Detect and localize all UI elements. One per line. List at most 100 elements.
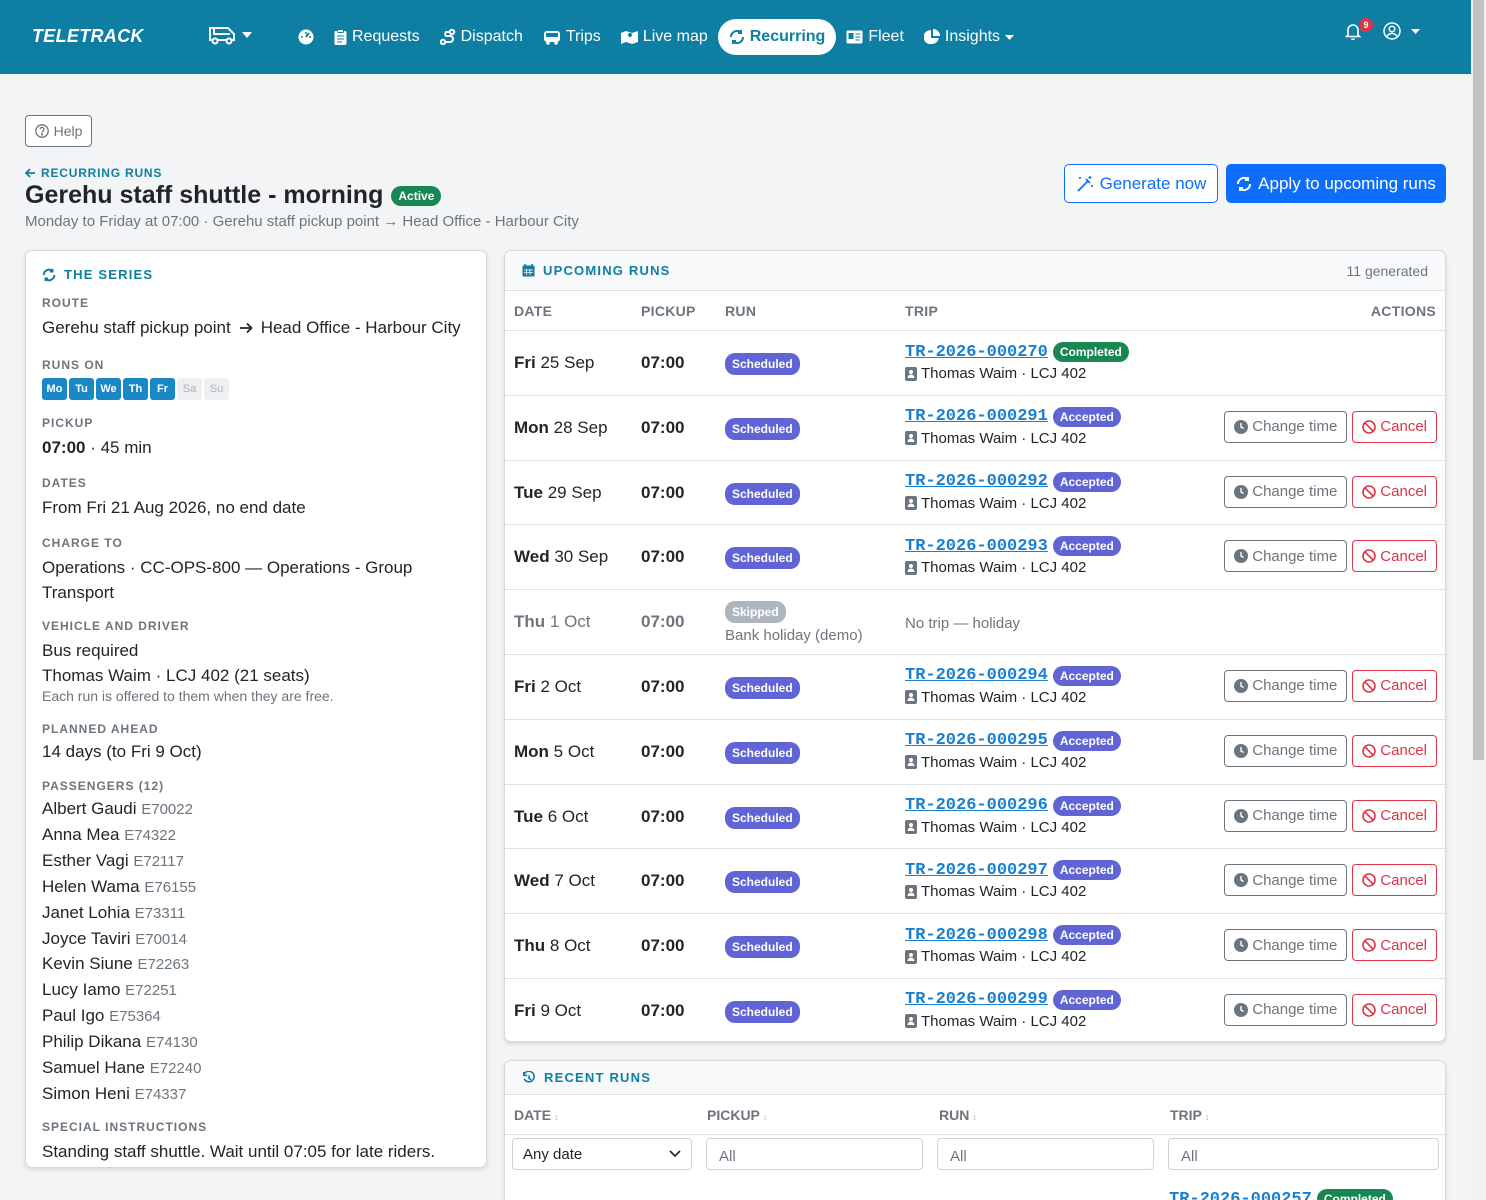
change-time-button[interactable]: Change time <box>1224 864 1348 897</box>
trip-link[interactable]: TR-2026-000296 <box>905 796 1048 816</box>
apply-upcoming-button[interactable]: Apply to upcoming runs <box>1226 164 1446 203</box>
col-run-sortable[interactable]: RUN ↕ <box>939 1107 977 1123</box>
trip-link[interactable]: TR-2026-000298 <box>905 925 1048 945</box>
trip-driver-text: Thomas Waim · LCJ 402 <box>921 559 1087 577</box>
trip-driver: Thomas Waim · LCJ 402 <box>905 365 1129 382</box>
trip-link[interactable]: TR-2026-000295 <box>905 731 1048 751</box>
nav-recurring[interactable]: Recurring <box>717 19 837 55</box>
nav-live-map[interactable]: Live map <box>611 19 718 55</box>
col-pickup-sortable[interactable]: PICKUP ↕ <box>707 1107 767 1123</box>
apply-upcoming-label: Apply to upcoming runs <box>1258 173 1436 193</box>
cancel-run-button[interactable]: Cancel <box>1352 864 1437 897</box>
passenger-item: Paul Igo E75364 <box>42 1004 470 1030</box>
trip-status-badge: Accepted <box>1052 406 1121 427</box>
generate-now-button[interactable]: Generate now <box>1064 164 1218 203</box>
passenger-id: E72240 <box>149 1060 202 1078</box>
brand-logo[interactable]: TELETRACK <box>32 26 144 46</box>
nav-fleet[interactable]: Fleet <box>836 19 914 55</box>
run-status-cell: Skipped Bank holiday (demo) <box>725 601 863 644</box>
run-filter-input[interactable]: All <box>937 1138 1154 1170</box>
cancel-run-button[interactable]: Cancel <box>1352 929 1437 962</box>
cancel-run-button[interactable]: Cancel <box>1352 993 1437 1026</box>
run-pickup: 07:00 <box>641 612 685 632</box>
cancel-label: Cancel <box>1380 418 1427 436</box>
trip-driver-text: Thomas Waim · LCJ 402 <box>921 948 1087 966</box>
question-circle-icon <box>34 124 49 138</box>
change-time-button[interactable]: Change time <box>1224 734 1348 767</box>
cancel-run-button[interactable]: Cancel <box>1352 734 1437 767</box>
change-time-label: Change time <box>1252 1001 1338 1019</box>
col-date-sortable[interactable]: DATE ↕ <box>514 1107 559 1123</box>
nav-trips-label: Trips <box>565 28 601 45</box>
trip-link[interactable]: TR-2026-000294 <box>905 666 1048 686</box>
person-badge-icon <box>905 690 917 705</box>
change-time-button[interactable]: Change time <box>1224 540 1348 573</box>
trip-link[interactable]: TR-2026-000299 <box>905 990 1048 1010</box>
trip-link[interactable]: TR-2026-000291 <box>905 407 1048 427</box>
row-actions: Change time Cancel <box>1224 669 1437 702</box>
upcoming-runs-card: UPCOMING RUNS 11 generated DATE PICKUP R… <box>504 250 1446 1042</box>
trip-cell: TR-2026-000297 Accepted Thomas Waim · LCJ … <box>905 860 1121 900</box>
trip-cell: TR-2026-000293 Accepted Thomas Waim · LCJ … <box>905 536 1121 576</box>
change-time-button[interactable]: Change time <box>1224 475 1348 508</box>
trip-filter-input[interactable]: All <box>1168 1138 1439 1170</box>
trip-driver: Thomas Waim · LCJ 402 <box>905 883 1121 900</box>
date-filter-select[interactable]: Any date <box>512 1138 692 1170</box>
change-time-button[interactable]: Change time <box>1224 669 1348 702</box>
change-time-button[interactable]: Change time <box>1224 799 1348 832</box>
upcoming-run-row: Fri 2 Oct 07:00 Scheduled TR-2026-000294 Acc… <box>505 655 1445 720</box>
notifications-button[interactable]: 9 <box>1345 18 1373 40</box>
col-trip-sortable[interactable]: TRIP ↕ <box>1170 1107 1209 1123</box>
cancel-run-button[interactable]: Cancel <box>1352 410 1437 443</box>
route-value: Gerehu staff pickup point Head Office - … <box>42 315 470 340</box>
help-button[interactable]: Help <box>25 115 92 147</box>
breadcrumb-back-link[interactable]: RECURRING RUNS <box>25 166 162 180</box>
run-date: Thu 8 Oct <box>514 936 591 956</box>
page-scrollbar-thumb[interactable] <box>1473 0 1484 760</box>
change-time-button[interactable]: Change time <box>1224 993 1348 1026</box>
cancel-run-button[interactable]: Cancel <box>1352 540 1437 573</box>
run-status-badge: Scheduled <box>725 353 800 375</box>
nav-insights[interactable]: Insights <box>914 19 1024 55</box>
trip-link[interactable]: TR-2026-000297 <box>905 860 1048 880</box>
vehicle-value: Bus required <box>42 641 139 660</box>
nav-requests[interactable]: Requests <box>324 19 430 55</box>
clock-icon <box>1234 549 1249 564</box>
run-status-badge: Scheduled <box>725 936 800 959</box>
ban-icon <box>1362 1003 1377 1017</box>
change-time-button[interactable]: Change time <box>1224 410 1348 443</box>
passenger-name: Lucy Iamo <box>42 980 121 1000</box>
change-time-button[interactable]: Change time <box>1224 929 1348 962</box>
clipboard-icon <box>334 29 347 45</box>
help-label: Help <box>53 123 83 139</box>
repeat-icon <box>42 268 56 281</box>
run-status-badge: Scheduled <box>725 741 800 764</box>
pickup-filter-input[interactable]: All <box>706 1138 923 1170</box>
run-day: Mon <box>514 417 549 437</box>
run-date-value: 9 Oct <box>540 1000 582 1020</box>
nav-dashboard[interactable] <box>288 19 324 55</box>
row-actions: Change time Cancel <box>1224 993 1437 1026</box>
cancel-run-button[interactable]: Cancel <box>1352 475 1437 508</box>
skip-note: Bank holiday (demo) <box>725 627 863 645</box>
run-pickup: 07:00 <box>641 676 685 696</box>
trip-link[interactable]: TR-2026-000292 <box>905 472 1048 492</box>
cancel-run-button[interactable]: Cancel <box>1352 799 1437 832</box>
nav-dispatch[interactable]: Dispatch <box>430 19 533 55</box>
vehicle-mode-dropdown[interactable] <box>208 24 252 46</box>
recent-heading: RECENT RUNS <box>544 1070 652 1085</box>
nav-trips[interactable]: Trips <box>533 19 611 55</box>
user-menu-dropdown[interactable] <box>1383 22 1420 40</box>
sort-icon: ↕ <box>762 1112 768 1122</box>
trip-link[interactable]: TR-2026-000270 <box>905 342 1048 362</box>
trip-link[interactable]: TR-2026-000293 <box>905 536 1048 556</box>
cancel-run-button[interactable]: Cancel <box>1352 669 1437 702</box>
run-date: Thu 1 Oct <box>514 612 591 632</box>
run-status-badge: Scheduled <box>725 806 800 829</box>
run-pickup: 07:00 <box>641 547 685 567</box>
arrow-right-icon <box>239 322 253 333</box>
trip-link[interactable]: TR-2026-000257 <box>1169 1189 1312 1200</box>
ban-icon <box>1362 679 1377 693</box>
passenger-id: E75364 <box>109 1008 161 1026</box>
passenger-id: E74130 <box>145 1034 198 1052</box>
